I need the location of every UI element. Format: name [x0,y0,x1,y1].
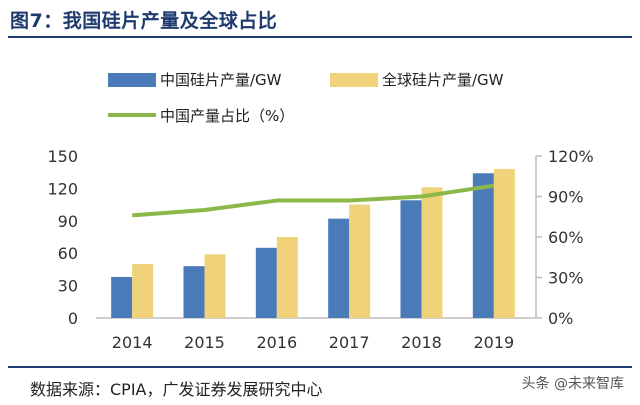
x-tick-label: 2017 [329,333,370,352]
bar-china-2016 [255,247,277,318]
right-tick-label: 0% [548,309,573,328]
right-axis: 0% 30% 60% 90% 120% [535,147,594,328]
bar-china-2014 [111,276,133,318]
left-tick-label: 60 [58,244,78,263]
title-divider [8,36,632,38]
right-tick-label: 90% [548,188,584,207]
bar-global-2019 [493,168,515,318]
legend-swatch-china [108,73,156,87]
legend-swatch-global [330,73,378,87]
left-tick-label: 30 [58,277,78,296]
right-tick-label: 60% [548,228,584,247]
footer-divider [8,366,632,368]
bar-global-2015 [204,254,226,318]
watermark: 头条 @未来智库 [517,372,628,394]
bar-china-2015 [183,266,205,318]
legend-label-share: 中国产量占比（%） [160,107,294,125]
bar-china-2019 [472,173,494,318]
source-note: 数据来源：CPIA，广发证券发展研究中心 [30,380,323,399]
bar-global-2017 [349,204,371,318]
bar-china-2018 [400,200,422,318]
x-axis: 2014 2015 2016 2017 2018 2019 [96,317,536,352]
chart: 中国硅片产量/GW 全球硅片产量/GW 中国产量占比（%） 0 30 60 90 120 15… [47,71,594,352]
bar-global-2014 [132,264,154,318]
share-line-group [132,183,495,218]
left-tick-label: 120 [47,179,78,198]
legend-label-global: 全球硅片产量/GW [382,71,504,89]
left-tick-label: 0 [68,309,78,328]
legend-label-china: 中国硅片产量/GW [160,71,282,89]
x-tick-label: 2016 [256,333,297,352]
title-bar: 图7：我国硅片产量及全球占比 [0,0,640,36]
x-tick-label: 2014 [112,333,153,352]
left-tick-label: 90 [58,212,78,231]
left-tick-label: 150 [47,147,78,166]
share-line [132,183,495,218]
x-tick-label: 2018 [401,333,442,352]
legend: 中国硅片产量/GW 全球硅片产量/GW 中国产量占比（%） [108,71,504,125]
bar-china-2017 [328,218,350,318]
left-axis: 0 30 60 90 120 150 [47,147,78,328]
right-tick-label: 30% [548,269,584,288]
bar-global-2016 [276,237,298,318]
chart-title: 图7：我国硅片产量及全球占比 [10,10,278,32]
bars [111,168,515,318]
bar-global-2018 [421,187,443,318]
x-tick-label: 2015 [184,333,225,352]
x-tick-label: 2019 [473,333,514,352]
right-tick-label: 120% [548,147,594,166]
